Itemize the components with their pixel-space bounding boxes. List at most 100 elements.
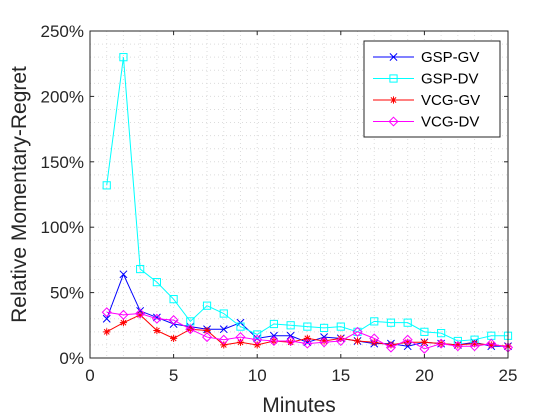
data-point: [218, 334, 229, 345]
data-point: [353, 337, 362, 345]
x-tick-label: 20: [415, 366, 434, 385]
x-tick-label: 25: [499, 366, 518, 385]
data-point: [420, 327, 429, 336]
data-point: [419, 343, 430, 354]
data-point: [286, 331, 295, 340]
y-tick-label: 0%: [59, 349, 84, 368]
data-point: [353, 327, 362, 336]
data-point: [319, 323, 329, 333]
data-point: [235, 332, 246, 343]
series-line: [106, 311, 509, 350]
data-point: [470, 340, 479, 348]
x-tick-label: 0: [85, 366, 94, 385]
data-point: [335, 335, 346, 347]
data-point: [219, 325, 228, 334]
y-axis-label: Relative Momentary-Regret: [8, 66, 31, 323]
data-point: [320, 333, 329, 342]
data-point: [151, 313, 162, 324]
data-point: [386, 318, 396, 327]
legend-marker: [389, 96, 398, 104]
y-tick-label: 250%: [41, 22, 84, 41]
data-point: [337, 334, 345, 342]
data-point: [436, 338, 447, 349]
data-point: [269, 331, 278, 340]
plot-area-frame: [89, 30, 509, 359]
data-point: [185, 324, 196, 335]
data-point: [170, 334, 178, 342]
data-point: [286, 321, 295, 330]
data-point: [152, 278, 161, 287]
data-point: [287, 338, 295, 346]
data-point: [252, 334, 263, 345]
series-line: [106, 57, 508, 342]
data-point: [168, 315, 179, 326]
series-gsp-dv: [102, 53, 513, 346]
data-point: [253, 330, 262, 339]
data-point: [403, 318, 412, 327]
legend-marker: [389, 74, 398, 83]
data-point: [253, 341, 261, 349]
data-point: [219, 309, 228, 318]
legend-label: VCG-GV: [421, 92, 480, 109]
data-point: [352, 326, 363, 337]
legend-item: GSP-GV: [373, 49, 479, 66]
x-tick-label: 5: [169, 366, 178, 385]
data-point: [303, 338, 312, 347]
data-point: [119, 53, 128, 62]
data-point: [152, 313, 161, 322]
legend-label: VCG-DV: [421, 114, 479, 131]
data-point: [103, 328, 111, 336]
data-point: [101, 307, 112, 318]
data-point: [302, 338, 313, 349]
data-point: [135, 308, 146, 319]
data-point: [487, 341, 495, 349]
data-point: [336, 322, 345, 331]
legend-item: GSP-DV: [373, 71, 479, 88]
data-point: [102, 181, 111, 190]
data-point: [268, 335, 279, 347]
data-point: [319, 337, 330, 348]
data-point: [153, 326, 161, 335]
data-point: [169, 295, 178, 304]
data-point: [119, 319, 128, 327]
data-point: [437, 329, 446, 338]
y-tick-label: 50%: [50, 284, 84, 303]
legend-item: VCG-GV: [373, 92, 480, 109]
data-point: [369, 333, 380, 344]
data-point: [202, 332, 213, 343]
data-point: [320, 337, 328, 345]
data-point: [119, 270, 128, 279]
legend-marker: [388, 116, 399, 127]
y-tick-label: 100%: [41, 218, 84, 237]
data-point: [404, 338, 412, 346]
data-point: [203, 326, 211, 335]
data-point: [118, 309, 129, 320]
legend-item: VCG-DV: [373, 114, 479, 131]
y-tick-label: 200%: [41, 87, 84, 106]
x-tick-label: 10: [248, 366, 267, 385]
series-layer: [101, 53, 514, 354]
data-point: [136, 311, 144, 319]
data-point: [236, 322, 245, 331]
data-point: [269, 319, 279, 329]
data-point: [402, 334, 413, 345]
data-point: [136, 264, 145, 274]
data-point: [387, 341, 395, 349]
data-point: [486, 338, 497, 349]
y-tick-label: 150%: [41, 153, 84, 172]
data-point: [303, 322, 312, 331]
data-point: [469, 341, 480, 352]
data-point: [285, 335, 296, 347]
data-point: [220, 341, 228, 349]
data-point: [420, 338, 428, 346]
data-point: [454, 341, 462, 349]
legend-label: GSP-DV: [421, 71, 479, 88]
legend-label: GSP-GV: [421, 49, 479, 66]
x-tick-label: 15: [331, 366, 350, 385]
data-point: [303, 334, 311, 342]
legend-marker: [389, 53, 398, 61]
data-point: [452, 341, 463, 352]
x-axis-label: Minutes: [262, 394, 336, 417]
data-point: [236, 338, 245, 346]
